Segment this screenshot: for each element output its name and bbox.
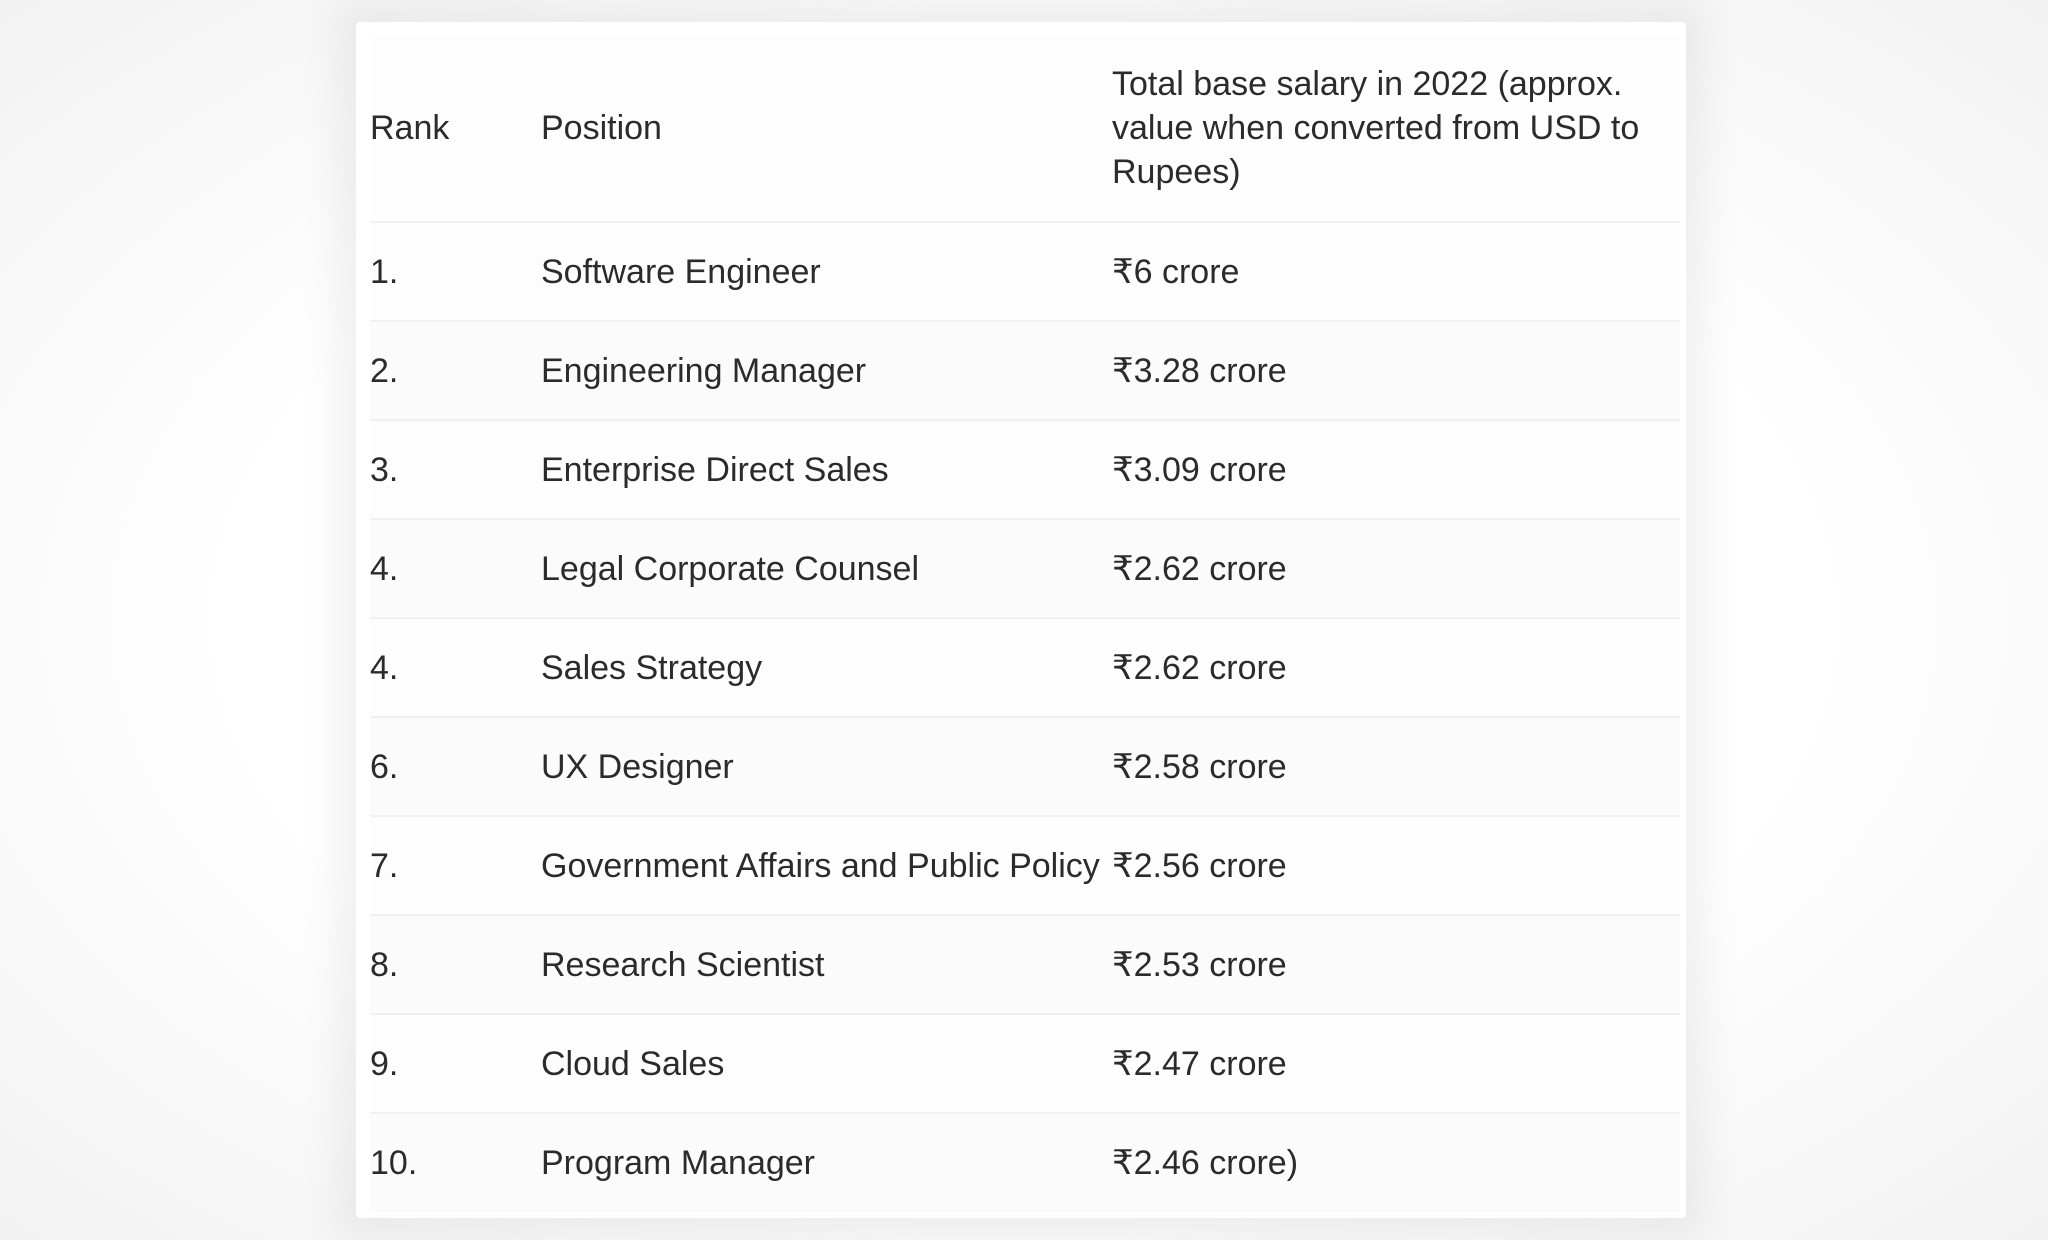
rank-cell: 4. <box>370 519 541 619</box>
rank-cell: 9. <box>370 1014 541 1114</box>
table-row: 10. Program Manager ₹2.46 crore) <box>370 1113 1680 1212</box>
position-cell: Research Scientist <box>541 915 1112 1015</box>
table-row: 1. Software Engineer ₹6 crore <box>370 222 1680 322</box>
position-cell: Engineering Manager <box>541 321 1112 421</box>
table-header: Rank Position Total base salary in 2022 … <box>370 34 1680 223</box>
salary-cell: ₹6 crore <box>1112 222 1680 322</box>
header-rank: Rank <box>370 34 541 223</box>
salary-cell: ₹2.58 crore <box>1112 717 1680 817</box>
rank-cell: 7. <box>370 816 541 916</box>
rank-cell: 2. <box>370 321 541 421</box>
salary-cell: ₹2.62 crore <box>1112 618 1680 718</box>
salary-cell: ₹2.56 crore <box>1112 816 1680 916</box>
position-cell: Sales Strategy <box>541 618 1112 718</box>
table-row: 9. Cloud Sales ₹2.47 crore <box>370 1014 1680 1114</box>
table-row: 6. UX Designer ₹2.58 crore <box>370 717 1680 817</box>
rank-cell: 4. <box>370 618 541 718</box>
position-cell: Enterprise Direct Sales <box>541 420 1112 520</box>
salary-cell: ₹2.46 crore) <box>1112 1144 1299 1182</box>
header-position: Position <box>541 34 1112 223</box>
table-row: 3. Enterprise Direct Sales ₹3.09 crore <box>370 420 1680 520</box>
position-cell: Cloud Sales <box>541 1014 1112 1114</box>
rank-cell: 8. <box>370 915 541 1015</box>
table-container: Rank Position Total base salary in 2022 … <box>370 34 1680 1212</box>
position-cell: Program Manager <box>541 1144 816 1182</box>
table-row: 4. Sales Strategy ₹2.62 crore <box>370 618 1680 718</box>
table-row: 8. Research Scientist ₹2.53 crore <box>370 915 1680 1015</box>
header-row: Rank Position Total base salary in 2022 … <box>370 34 1680 223</box>
salary-table-card: Rank Position Total base salary in 2022 … <box>356 22 1686 1218</box>
position-cell: UX Designer <box>541 717 1112 817</box>
position-cell: Software Engineer <box>541 222 1112 322</box>
table-row: 2. Engineering Manager ₹3.28 crore <box>370 321 1680 421</box>
salary-cell: ₹2.62 crore <box>1112 519 1680 619</box>
salary-cell: ₹3.09 crore <box>1112 420 1680 520</box>
rank-cell: 3. <box>370 420 541 520</box>
rank-cell: 10. <box>370 1144 418 1182</box>
table-row: 4. Legal Corporate Counsel ₹2.62 crore <box>370 519 1680 619</box>
salary-cell: ₹3.28 crore <box>1112 321 1680 421</box>
salary-cell: ₹2.47 crore <box>1112 1014 1680 1114</box>
salary-table: Rank Position Total base salary in 2022 … <box>370 34 1680 1212</box>
rank-cell: 1. <box>370 222 541 322</box>
position-cell: Government Affairs and Public Policy <box>541 816 1112 916</box>
rank-cell: 6. <box>370 717 541 817</box>
salary-cell: ₹2.53 crore <box>1112 915 1680 1015</box>
header-salary: Total base salary in 2022 (approx. value… <box>1112 34 1680 223</box>
table-row: 7. Government Affairs and Public Policy … <box>370 816 1680 916</box>
table-body: 1. Software Engineer ₹6 crore 2. Enginee… <box>370 222 1680 1212</box>
position-cell: Legal Corporate Counsel <box>541 519 1112 619</box>
